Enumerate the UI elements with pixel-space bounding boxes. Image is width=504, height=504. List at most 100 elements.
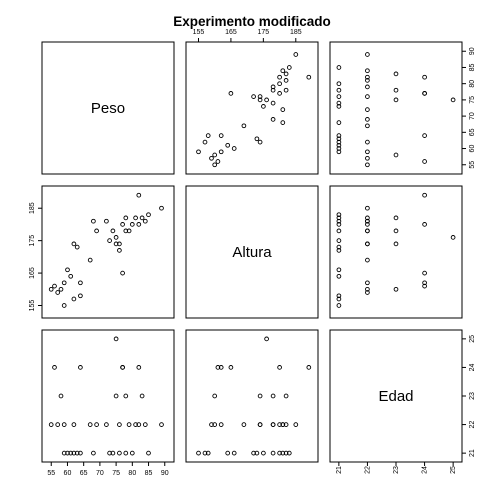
point-peso-vs-edad-14: [91, 450, 96, 456]
point-edad-vs-altura-6: [336, 267, 342, 273]
x-tick-label-peso: 85: [145, 470, 153, 477]
point-edad-vs-altura-7: [336, 273, 342, 279]
point-peso-vs-edad-21: [117, 450, 122, 456]
point-altura-vs-peso-34: [286, 65, 292, 70]
point-altura-vs-peso-7: [225, 142, 231, 148]
point-peso-vs-altura-24: [120, 222, 125, 227]
point-altura-vs-peso-2: [209, 155, 214, 161]
point-altura-vs-edad-13: [241, 422, 247, 427]
point-edad-vs-peso-18: [336, 100, 342, 106]
point-edad-vs-altura-35: [365, 205, 370, 211]
point-altura-vs-edad-7: [225, 450, 231, 456]
point-peso-vs-edad-30: [136, 422, 142, 427]
point-peso-vs-edad-16: [104, 422, 109, 427]
point-peso-vs-altura-20: [113, 241, 119, 247]
point-peso-vs-altura-9: [71, 241, 77, 247]
point-peso-vs-edad-13: [87, 422, 93, 427]
point-peso-vs-altura-31: [136, 192, 142, 198]
left-tick-label-altura: 175: [29, 235, 36, 247]
left-tick-label-altura: 185: [29, 202, 36, 214]
point-peso-vs-altura-13: [87, 257, 93, 263]
point-peso-vs-altura-8: [71, 296, 77, 302]
point-edad-vs-peso-3: [393, 152, 399, 158]
point-peso-vs-edad-0: [48, 422, 54, 427]
point-edad-vs-altura-13: [365, 257, 370, 263]
point-altura-vs-edad-35: [293, 422, 299, 427]
point-altura-vs-edad-26: [283, 450, 289, 456]
point-peso-vs-edad-18: [110, 450, 116, 456]
point-edad-vs-peso-10: [336, 136, 342, 142]
point-edad-vs-altura-4: [365, 280, 370, 286]
point-edad-vs-altura-11: [422, 280, 427, 286]
point-edad-vs-altura-1: [422, 283, 427, 289]
point-edad-vs-peso-28: [336, 81, 342, 87]
x-tick-label-peso: 70: [96, 470, 104, 477]
point-peso-vs-altura-7: [68, 273, 74, 279]
point-peso-vs-altura-26: [123, 215, 129, 221]
point-edad-vs-peso-0: [365, 162, 370, 168]
point-altura-vs-peso-20: [257, 97, 263, 103]
x-tick-label-edad: 24: [422, 466, 429, 474]
point-edad-vs-altura-32: [393, 215, 399, 221]
point-altura-vs-peso-4: [218, 149, 224, 155]
point-peso-vs-altura-34: [146, 212, 151, 218]
point-peso-vs-edad-26: [123, 450, 129, 456]
point-edad-vs-altura-24: [422, 222, 427, 227]
point-peso-vs-edad-33: [142, 422, 148, 427]
point-peso-vs-edad-27: [126, 422, 132, 427]
point-peso-vs-altura-25: [123, 228, 129, 234]
point-peso-vs-altura-16: [104, 218, 109, 224]
point-peso-vs-edad-25: [123, 393, 129, 399]
left-tick-label-altura: 165: [29, 267, 36, 279]
panel-altura-peso: [41, 185, 175, 319]
point-edad-vs-altura-3: [393, 286, 399, 292]
panel-peso-peso: [41, 41, 175, 175]
point-edad-vs-altura-31: [422, 192, 427, 198]
point-peso-vs-edad-8: [71, 450, 77, 456]
point-altura-vs-peso-33: [280, 68, 286, 74]
point-altura-vs-edad-8: [202, 450, 208, 456]
diagonal-label-edad: Edad: [378, 388, 413, 405]
x-tick-label-edad: 22: [364, 466, 371, 474]
point-altura-vs-peso-6: [231, 146, 237, 151]
point-peso-vs-edad-5: [61, 450, 67, 456]
point-edad-vs-peso-34: [336, 65, 342, 70]
point-altura-vs-peso-12: [205, 133, 211, 138]
point-peso-vs-altura-15: [94, 228, 99, 234]
panel-altura-edad: [329, 185, 463, 319]
point-edad-vs-altura-5: [336, 303, 342, 308]
point-peso-vs-edad-2: [55, 422, 61, 427]
point-edad-vs-peso-30: [365, 74, 370, 80]
point-edad-vs-altura-8: [336, 296, 342, 302]
point-edad-vs-peso-27: [365, 84, 370, 90]
point-altura-vs-edad-29: [283, 422, 289, 427]
point-edad-vs-peso-25: [393, 87, 399, 93]
point-peso-vs-altura-21: [117, 248, 122, 253]
point-edad-vs-peso-20: [393, 97, 399, 103]
point-edad-vs-peso-11: [422, 133, 427, 138]
point-altura-vs-edad-25: [270, 393, 276, 399]
x-tick-label-peso: 80: [128, 470, 136, 477]
right-tick-label-peso: 90: [469, 47, 476, 55]
point-peso-vs-altura-33: [142, 218, 148, 224]
point-peso-vs-altura-29: [133, 215, 138, 221]
point-edad-vs-altura-21: [336, 248, 342, 253]
point-peso-vs-edad-10: [74, 450, 80, 456]
right-tick-label-edad: 22: [469, 421, 476, 429]
point-peso-vs-altura-30: [136, 222, 142, 227]
x-tick-label-peso: 65: [80, 470, 88, 477]
point-edad-vs-peso-21: [336, 94, 342, 99]
point-edad-vs-altura-26: [336, 215, 342, 221]
point-peso-vs-altura-11: [78, 280, 83, 286]
point-edad-vs-altura-29: [365, 215, 370, 221]
point-altura-vs-peso-3: [212, 152, 218, 158]
point-altura-vs-peso-18: [270, 100, 276, 106]
right-tick-label-edad: 23: [469, 392, 476, 400]
point-peso-vs-edad-6: [65, 450, 70, 456]
point-altura-vs-edad-21: [251, 450, 256, 456]
point-altura-vs-edad-4: [218, 422, 224, 427]
point-altura-vs-edad-10: [254, 450, 260, 456]
point-peso-vs-edad-1: [52, 365, 57, 370]
point-altura-vs-peso-1: [215, 159, 221, 164]
